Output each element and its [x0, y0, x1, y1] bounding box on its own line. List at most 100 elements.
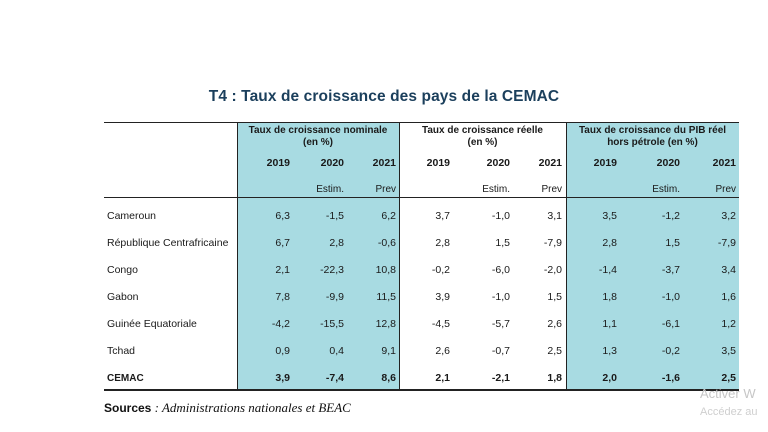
table-cell: 3,2: [721, 210, 736, 222]
table-cell: 3,4: [721, 264, 736, 276]
table-top-rule: [104, 122, 739, 123]
sources-note: Sources : Administrations nationales et …: [104, 400, 351, 416]
year-header: 2020: [486, 157, 510, 169]
table-cell: 0,4: [329, 345, 344, 357]
group-header-1: Taux de croissance nominale (en %): [248, 125, 388, 148]
table-cell: 1,8: [602, 291, 617, 303]
sources-separator: :: [151, 400, 162, 415]
table-cell: 2,8: [602, 237, 617, 249]
row-label: CEMAC: [107, 373, 144, 384]
table-cell: 1,5: [665, 237, 680, 249]
table-header-rule: [104, 197, 739, 198]
subheader: Prev: [541, 184, 562, 195]
table-cell: -6,0: [491, 264, 510, 276]
table-cell: -4,5: [431, 318, 450, 330]
subheader: Prev: [715, 184, 736, 195]
subheader: Prev: [375, 184, 396, 195]
table-cell: -7,9: [543, 237, 562, 249]
table-cell: 10,8: [375, 264, 396, 276]
table-cell: -7,9: [717, 237, 736, 249]
table-cell: 2,1: [275, 264, 290, 276]
year-header: 2020: [320, 157, 344, 169]
group-bg-oil-free: [566, 122, 739, 390]
activation-watermark-line2: Accédez au: [700, 406, 758, 418]
group-bg-nominal: [237, 122, 399, 390]
year-header: 2019: [426, 157, 450, 169]
table-cell: 11,5: [376, 291, 396, 303]
table-cell: 7,8: [275, 291, 290, 303]
table-cell: -1,6: [661, 372, 680, 384]
table-cell: 2,0: [602, 372, 617, 384]
row-label: Gabon: [107, 291, 139, 303]
table-cell: 6,2: [381, 210, 396, 222]
table-cell: -2,1: [491, 372, 510, 384]
table-cell: -5,7: [491, 318, 510, 330]
table-cell: -22,3: [320, 264, 344, 276]
year-header: 2019: [266, 157, 290, 169]
table-cell: -1,0: [491, 210, 510, 222]
row-label: Congo: [107, 264, 138, 276]
table-cell: 6,7: [275, 237, 290, 249]
group-header-2: Taux de croissance réelle (en %): [422, 125, 543, 148]
table-cell: 3,5: [721, 345, 736, 357]
year-header: 2020: [656, 157, 680, 169]
table-cell: -0,6: [377, 237, 396, 249]
table-cell: -4,2: [271, 318, 290, 330]
table-cell: -2,0: [543, 264, 562, 276]
separator-mid1: [399, 122, 400, 390]
table-cell: 12,8: [375, 318, 396, 330]
table-bottom-rule: [104, 389, 739, 391]
table-cell: 3,9: [275, 372, 290, 384]
subheader: Estim.: [652, 184, 680, 195]
table-cell: 1,3: [602, 345, 617, 357]
growth-rate-table: Taux de croissance nominale (en %) Taux d…: [104, 122, 739, 391]
row-label: Cameroun: [107, 210, 157, 222]
year-header: 2021: [372, 157, 396, 169]
table-cell: -7,4: [325, 372, 344, 384]
table-cell: 2,6: [435, 345, 450, 357]
table-cell: 2,8: [435, 237, 450, 249]
table-cell: 3,9: [435, 291, 450, 303]
table-title: T4 : Taux de croissance des pays de la C…: [208, 88, 560, 105]
row-label: Guinée Equatoriale: [107, 318, 197, 330]
row-label: République Centrafricaine: [107, 237, 229, 249]
row-label: Tchad: [107, 345, 136, 357]
table-cell: 3,1: [547, 210, 562, 222]
table-cell: -15,5: [320, 318, 344, 330]
table-cell: 2,5: [721, 372, 736, 384]
table-cell: 9,1: [381, 345, 396, 357]
table-cell: 1,6: [721, 291, 736, 303]
year-header: 2021: [538, 157, 562, 169]
table-cell: -1,5: [325, 210, 344, 222]
sources-text: Administrations nationales et BEAC: [161, 400, 351, 415]
table-cell: 3,5: [602, 210, 617, 222]
table-cell: -9,9: [325, 291, 344, 303]
group-header-3: Taux de croissance du PIB réel hors pétr…: [578, 125, 727, 148]
table-cell: -1,0: [491, 291, 510, 303]
table-cell: 1,2: [721, 318, 736, 330]
table-cell: 6,3: [275, 210, 290, 222]
table-cell: 2,8: [329, 237, 344, 249]
table-cell: -1,4: [598, 264, 617, 276]
table-cell: -0,2: [431, 264, 450, 276]
subheader: Estim.: [316, 184, 344, 195]
table-cell: -3,7: [661, 264, 680, 276]
table-cell: 2,5: [547, 345, 562, 357]
table-cell: 1,8: [547, 372, 562, 384]
table-cell: 1,5: [547, 291, 562, 303]
table-cell: 2,6: [547, 318, 562, 330]
activation-watermark-line1: Activer W: [700, 386, 756, 401]
table-cell: 3,7: [435, 210, 450, 222]
subheader: Estim.: [482, 184, 510, 195]
table-cell: -0,7: [491, 345, 510, 357]
table-cell: -1,0: [661, 291, 680, 303]
table-cell: 1,5: [495, 237, 510, 249]
year-header: 2021: [712, 157, 736, 169]
year-header: 2019: [593, 157, 617, 169]
separator-left: [237, 122, 238, 390]
table-cell: 8,6: [381, 372, 396, 384]
sources-label: Sources: [104, 401, 152, 415]
table-cell: -1,2: [661, 210, 680, 222]
separator-mid2: [566, 122, 567, 390]
table-cell: -0,2: [661, 345, 680, 357]
